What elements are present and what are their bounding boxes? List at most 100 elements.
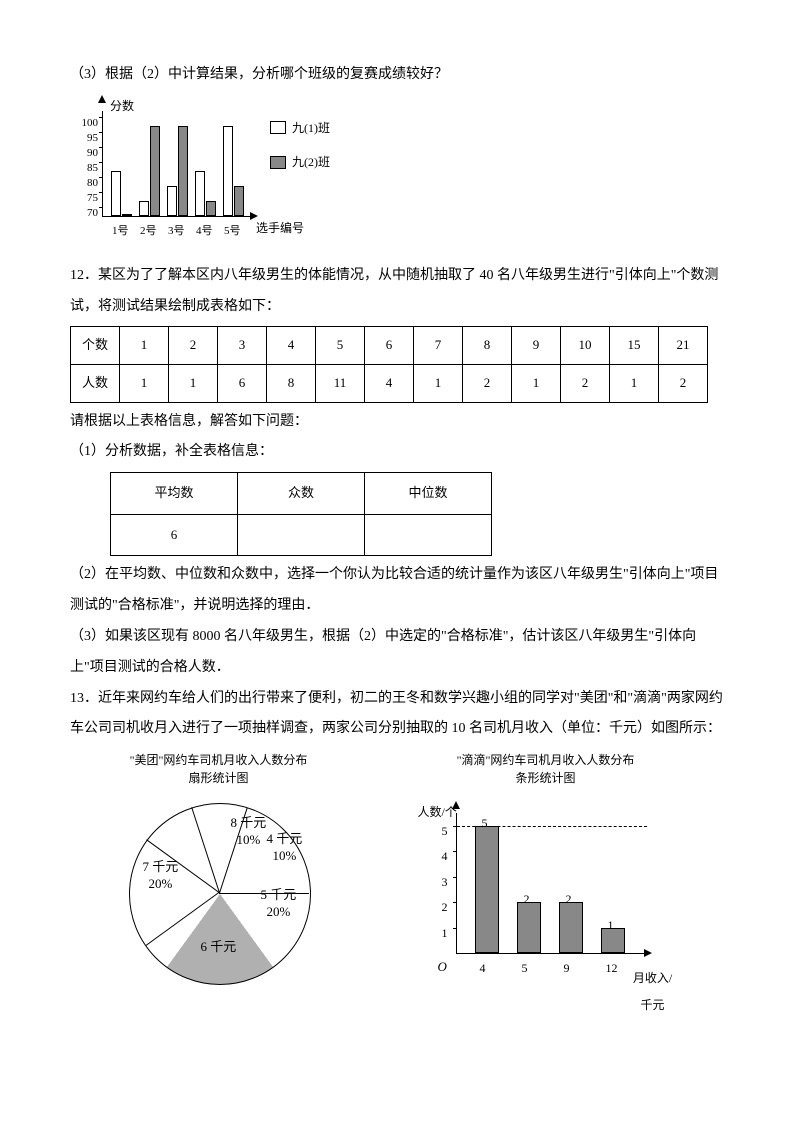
row-label-people: 人数 <box>71 364 120 402</box>
cell-count-11: 21 <box>659 327 708 365</box>
table-stats: 平均数众数中位数 6 <box>110 472 492 556</box>
legend-class-2: 九(2)班 <box>270 149 330 175</box>
cell-count-10: 15 <box>610 327 659 365</box>
bar2-xlabel-5: 5 <box>522 955 528 981</box>
charts-row: "美团"网约车司机月收入人数分布 扇形统计图 8 千元10% 4 千元10% 5… <box>70 751 724 993</box>
legend-label-1: 九(1)班 <box>292 115 330 141</box>
cell-people-2: 6 <box>218 364 267 402</box>
cell-count-3: 4 <box>267 327 316 365</box>
stat-header-0: 平均数 <box>111 473 238 515</box>
xlabel-2: 3号 <box>168 219 185 243</box>
bar2-origin: O <box>438 953 447 982</box>
cell-people-3: 8 <box>267 364 316 402</box>
cell-people-8: 1 <box>512 364 561 402</box>
cell-people-0: 1 <box>120 364 169 402</box>
xlabel-4: 5号 <box>224 219 241 243</box>
bar2-xlabel-12: 12 <box>606 955 618 981</box>
bar2-ytick-3: 3 <box>442 869 448 895</box>
problem-13-intro: 13．近年来网约车给人们的出行带来了便利，初二的王冬和数学兴趣小组的同学对"美团… <box>70 684 724 746</box>
legend-label-2: 九(2)班 <box>292 149 330 175</box>
bar2-x-arrow <box>644 949 652 957</box>
cell-count-5: 6 <box>365 327 414 365</box>
bar2-ytick-4: 4 <box>442 843 448 869</box>
bar2-ytick-1: 1 <box>442 920 448 946</box>
pie-label-7k: 7 千元20% <box>143 859 179 893</box>
cell-count-0: 1 <box>120 327 169 365</box>
bar-a-0 <box>111 171 121 216</box>
stat-value-1 <box>238 514 365 556</box>
pie-label-5k: 5 千元20% <box>261 887 297 921</box>
bar2-xlabel-9: 9 <box>564 955 570 981</box>
pie-label-4k: 4 千元10% <box>267 831 303 865</box>
cell-count-8: 9 <box>512 327 561 365</box>
bar-chart-scores: 分数 100 95 90 85 80 75 70 1号2号3号4号5号 选手编号… <box>70 97 330 247</box>
question-3: （3）根据（2）中计算结果，分析哪个班级的复赛成绩较好？ <box>70 60 724 91</box>
bar-a-2 <box>167 186 177 216</box>
cell-people-6: 1 <box>414 364 463 402</box>
table-pullup-data: 个数123456789101521 人数1168114121212 <box>70 326 708 402</box>
bar2-bar-4 <box>475 826 499 953</box>
bar-b-4 <box>234 186 244 216</box>
problem-12-sub2: （2）在平均数、中位数和众数中，选择一个你认为比较合适的统计量作为该区八年级男生… <box>70 560 724 622</box>
problem-12-sub3: （3）如果该区现有 8000 名八年级男生，根据（2）中选定的"合格标准"，估计… <box>70 622 724 684</box>
cell-people-10: 1 <box>610 364 659 402</box>
bar2-ytick-5: 5 <box>442 818 448 844</box>
bar-b-3 <box>206 201 216 216</box>
bar2-title: "滴滴"网约车司机月收入人数分布 条形统计图 <box>416 751 676 787</box>
stat-header-2: 中位数 <box>365 473 492 515</box>
problem-12-sub1: （1）分析数据，补全表格信息： <box>70 437 724 468</box>
cell-people-5: 4 <box>365 364 414 402</box>
cell-people-1: 1 <box>169 364 218 402</box>
bar2-x-title: 月收入/千元 <box>630 965 676 1018</box>
cell-count-6: 7 <box>414 327 463 365</box>
stat-value-2 <box>365 514 492 556</box>
xlabel-1: 2号 <box>140 219 157 243</box>
bar2-title-line1: "滴滴"网约车司机月收入人数分布 <box>457 753 635 767</box>
cell-count-4: 5 <box>316 327 365 365</box>
pie-title-line2: 扇形统计图 <box>188 771 248 785</box>
xlabel-0: 1号 <box>112 219 129 243</box>
xlabel-3: 4号 <box>196 219 213 243</box>
bar2-y-arrow <box>452 801 460 809</box>
cell-count-7: 8 <box>463 327 512 365</box>
bar2-value-12: 1 <box>608 912 614 938</box>
stat-value-0: 6 <box>111 514 238 556</box>
bar-chart-2: 人数/个 O 月收入/千元 12345455292121 <box>416 793 676 993</box>
cell-people-7: 2 <box>463 364 512 402</box>
bar2-value-4: 5 <box>482 810 488 836</box>
legend-box-gray <box>270 156 286 169</box>
ytick-70: 70 <box>87 201 98 225</box>
legend-box-white <box>270 121 286 134</box>
bar2-value-9: 2 <box>566 886 572 912</box>
cell-count-2: 3 <box>218 327 267 365</box>
chart-legend: 九(1)班 九(2)班 <box>270 115 330 184</box>
bar2-title-line2: 条形统计图 <box>515 771 575 785</box>
bar-a-4 <box>223 126 233 216</box>
pie-title-line1: "美团"网约车司机月收入人数分布 <box>130 753 308 767</box>
y-axis-arrow <box>98 95 106 103</box>
row-label-count: 个数 <box>71 327 120 365</box>
cell-people-9: 2 <box>561 364 610 402</box>
bar-b-1 <box>150 126 160 216</box>
cell-people-11: 2 <box>659 364 708 402</box>
legend-class-1: 九(1)班 <box>270 115 330 141</box>
cell-count-1: 2 <box>169 327 218 365</box>
bar-b-2 <box>178 126 188 216</box>
pie-chart-column: "美团"网约车司机月收入人数分布 扇形统计图 8 千元10% 4 千元10% 5… <box>119 751 319 993</box>
pie-label-6k: 6 千元 <box>201 939 237 956</box>
pie-chart: 8 千元10% 4 千元10% 5 千元20% 6 千元 7 千元20% <box>119 793 319 993</box>
bar-b-0 <box>122 214 132 216</box>
x-axis-title: 选手编号 <box>256 215 304 241</box>
bar2-value-5: 2 <box>524 886 530 912</box>
bar2-xlabel-4: 4 <box>480 955 486 981</box>
stat-header-1: 众数 <box>238 473 365 515</box>
bar-a-1 <box>139 201 149 216</box>
cell-people-4: 11 <box>316 364 365 402</box>
chart-plot-area <box>102 111 253 217</box>
pie-title: "美团"网约车司机月收入人数分布 扇形统计图 <box>119 751 319 787</box>
cell-count-9: 10 <box>561 327 610 365</box>
bar-a-3 <box>195 171 205 216</box>
bar2-ytick-2: 2 <box>442 894 448 920</box>
problem-12-instr: 请根据以上表格信息，解答如下问题： <box>70 407 724 438</box>
problem-12-intro: 12．某区为了了解本区内八年级男生的体能情况，从中随机抽取了 40 名八年级男生… <box>70 261 724 323</box>
